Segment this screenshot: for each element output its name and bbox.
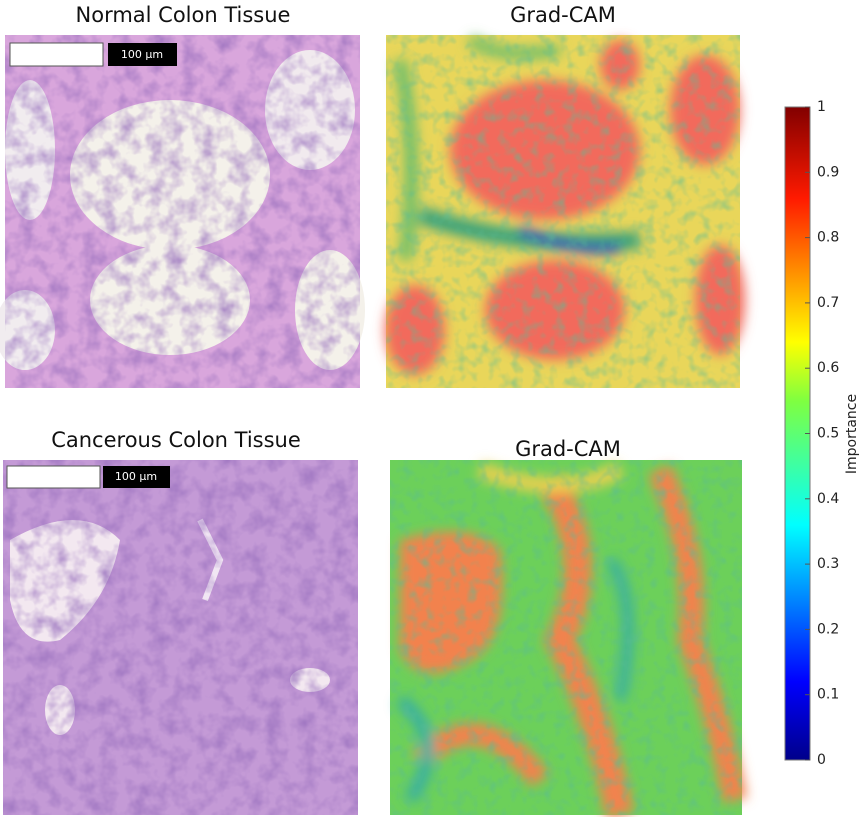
tick-label: 0.2 — [817, 621, 839, 637]
tick-label: 0.3 — [817, 556, 839, 572]
tick-label: 0 — [817, 752, 826, 768]
scale-bar-label-box — [103, 466, 170, 488]
heatmap-image — [385, 34, 745, 388]
panel-title: Normal Colon Tissue — [76, 3, 291, 27]
tick-label: 0.5 — [817, 426, 839, 442]
tissue-image — [3, 460, 358, 815]
scale-bar-label: 100 µm — [115, 470, 157, 483]
tick-label: 0.9 — [817, 164, 839, 180]
tick-label: 0.1 — [817, 687, 839, 703]
tick-label: 0.4 — [817, 491, 839, 507]
tick-label: 0.8 — [817, 230, 839, 246]
scale-bar — [9, 42, 104, 67]
tick-label: 0.6 — [817, 360, 839, 376]
scale-bar — [6, 465, 101, 489]
scale-bar-label: 100 µm — [121, 48, 163, 61]
panel-title: Cancerous Colon Tissue — [51, 428, 301, 452]
heatmap-image — [390, 460, 747, 817]
tissue-image — [0, 35, 365, 388]
tick-label: 1 — [817, 99, 826, 115]
scale-bar-label-box — [108, 43, 177, 66]
panel-title: Grad-CAM — [515, 437, 621, 461]
tick-label: 0.7 — [817, 295, 839, 311]
colorbar-label: Importance — [844, 394, 860, 474]
panel-title: Grad-CAM — [510, 3, 616, 27]
